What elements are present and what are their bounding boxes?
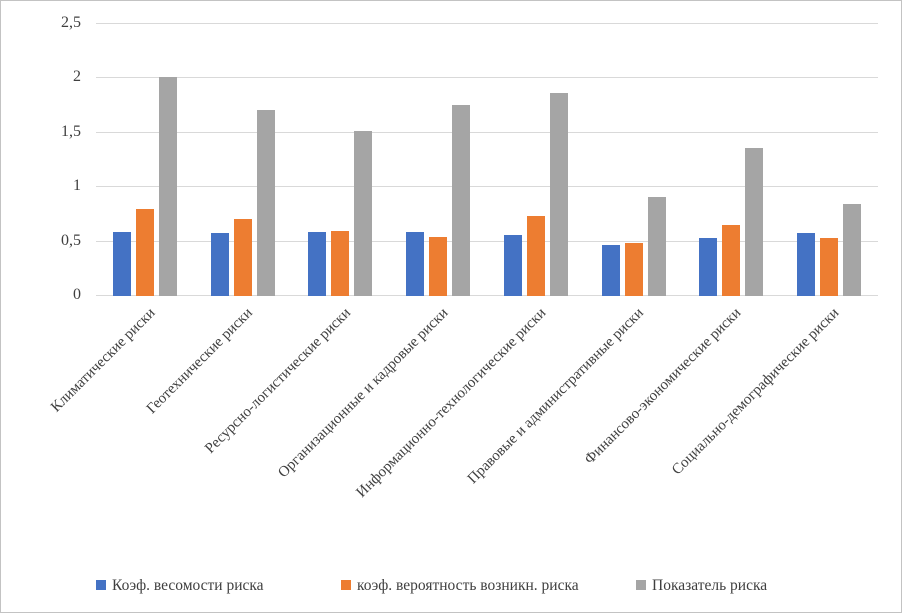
x-category-label: Климатические риски bbox=[47, 305, 159, 416]
legend-item-series1: коэф. вероятность возникн. риска bbox=[341, 577, 579, 595]
bar-series2-cat2 bbox=[354, 130, 373, 296]
bar-series0-cat5 bbox=[601, 244, 620, 296]
bar-series2-cat7 bbox=[843, 203, 862, 296]
legend-label: коэф. вероятность возникн. риска bbox=[357, 577, 579, 594]
bar-series1-cat2 bbox=[331, 230, 350, 296]
legend-item-series2: Показатель риска bbox=[636, 577, 767, 595]
gridline-2,5 bbox=[96, 23, 878, 24]
bar-series2-cat3 bbox=[452, 104, 471, 296]
bar-series0-cat0 bbox=[112, 231, 131, 296]
bar-series0-cat4 bbox=[503, 235, 522, 296]
gridline-0 bbox=[96, 295, 878, 296]
bar-series1-cat6 bbox=[722, 225, 741, 296]
bar-series2-cat0 bbox=[158, 77, 177, 296]
bar-series1-cat0 bbox=[135, 209, 154, 296]
legend-swatch-icon bbox=[96, 580, 106, 590]
gridline-1 bbox=[96, 186, 878, 188]
bar-series2-cat1 bbox=[256, 110, 275, 296]
bar-series0-cat6 bbox=[699, 238, 718, 296]
y-tick-label: 1 bbox=[73, 177, 81, 195]
legend-swatch-icon bbox=[341, 580, 351, 590]
bar-series0-cat7 bbox=[797, 232, 816, 296]
legend-item-series0: Коэф. весомости риска bbox=[96, 577, 264, 595]
x-category-label: Информационно-технологические риски bbox=[353, 305, 550, 501]
bar-series0-cat2 bbox=[308, 231, 327, 296]
x-category-label: Организационные и кадровые риски bbox=[275, 305, 452, 482]
y-tick-label: 0,5 bbox=[61, 231, 81, 249]
bar-series1-cat3 bbox=[429, 237, 448, 296]
bar-series2-cat4 bbox=[549, 92, 568, 296]
gridline-1,5 bbox=[96, 131, 878, 133]
bar-series1-cat1 bbox=[233, 218, 252, 296]
x-category-label: Финансово-экономические риски bbox=[582, 305, 745, 468]
y-tick-label: 2 bbox=[73, 68, 81, 86]
legend-swatch-icon bbox=[636, 580, 646, 590]
bar-series1-cat7 bbox=[820, 238, 839, 296]
bar-series0-cat3 bbox=[406, 231, 425, 296]
x-category-label: Правовые и административные риски bbox=[464, 305, 647, 488]
legend-label: Показатель риска bbox=[652, 577, 768, 594]
legend-label: Коэф. весомости риска bbox=[112, 577, 264, 594]
bar-series1-cat4 bbox=[526, 215, 545, 296]
bar-series2-cat5 bbox=[647, 197, 666, 296]
x-category-label: Социально-демографические риски bbox=[669, 305, 843, 479]
y-tick-label: 1,5 bbox=[61, 122, 81, 140]
bar-series2-cat6 bbox=[745, 148, 764, 296]
y-tick-label: 0 bbox=[73, 286, 81, 303]
gridline-2 bbox=[96, 77, 878, 79]
y-tick-label: 2,5 bbox=[61, 14, 81, 31]
bar-series1-cat5 bbox=[624, 242, 643, 296]
x-category-label: Геотехнические риски bbox=[143, 305, 256, 418]
bar-series0-cat1 bbox=[210, 232, 229, 296]
gridline-0,5 bbox=[96, 240, 878, 242]
